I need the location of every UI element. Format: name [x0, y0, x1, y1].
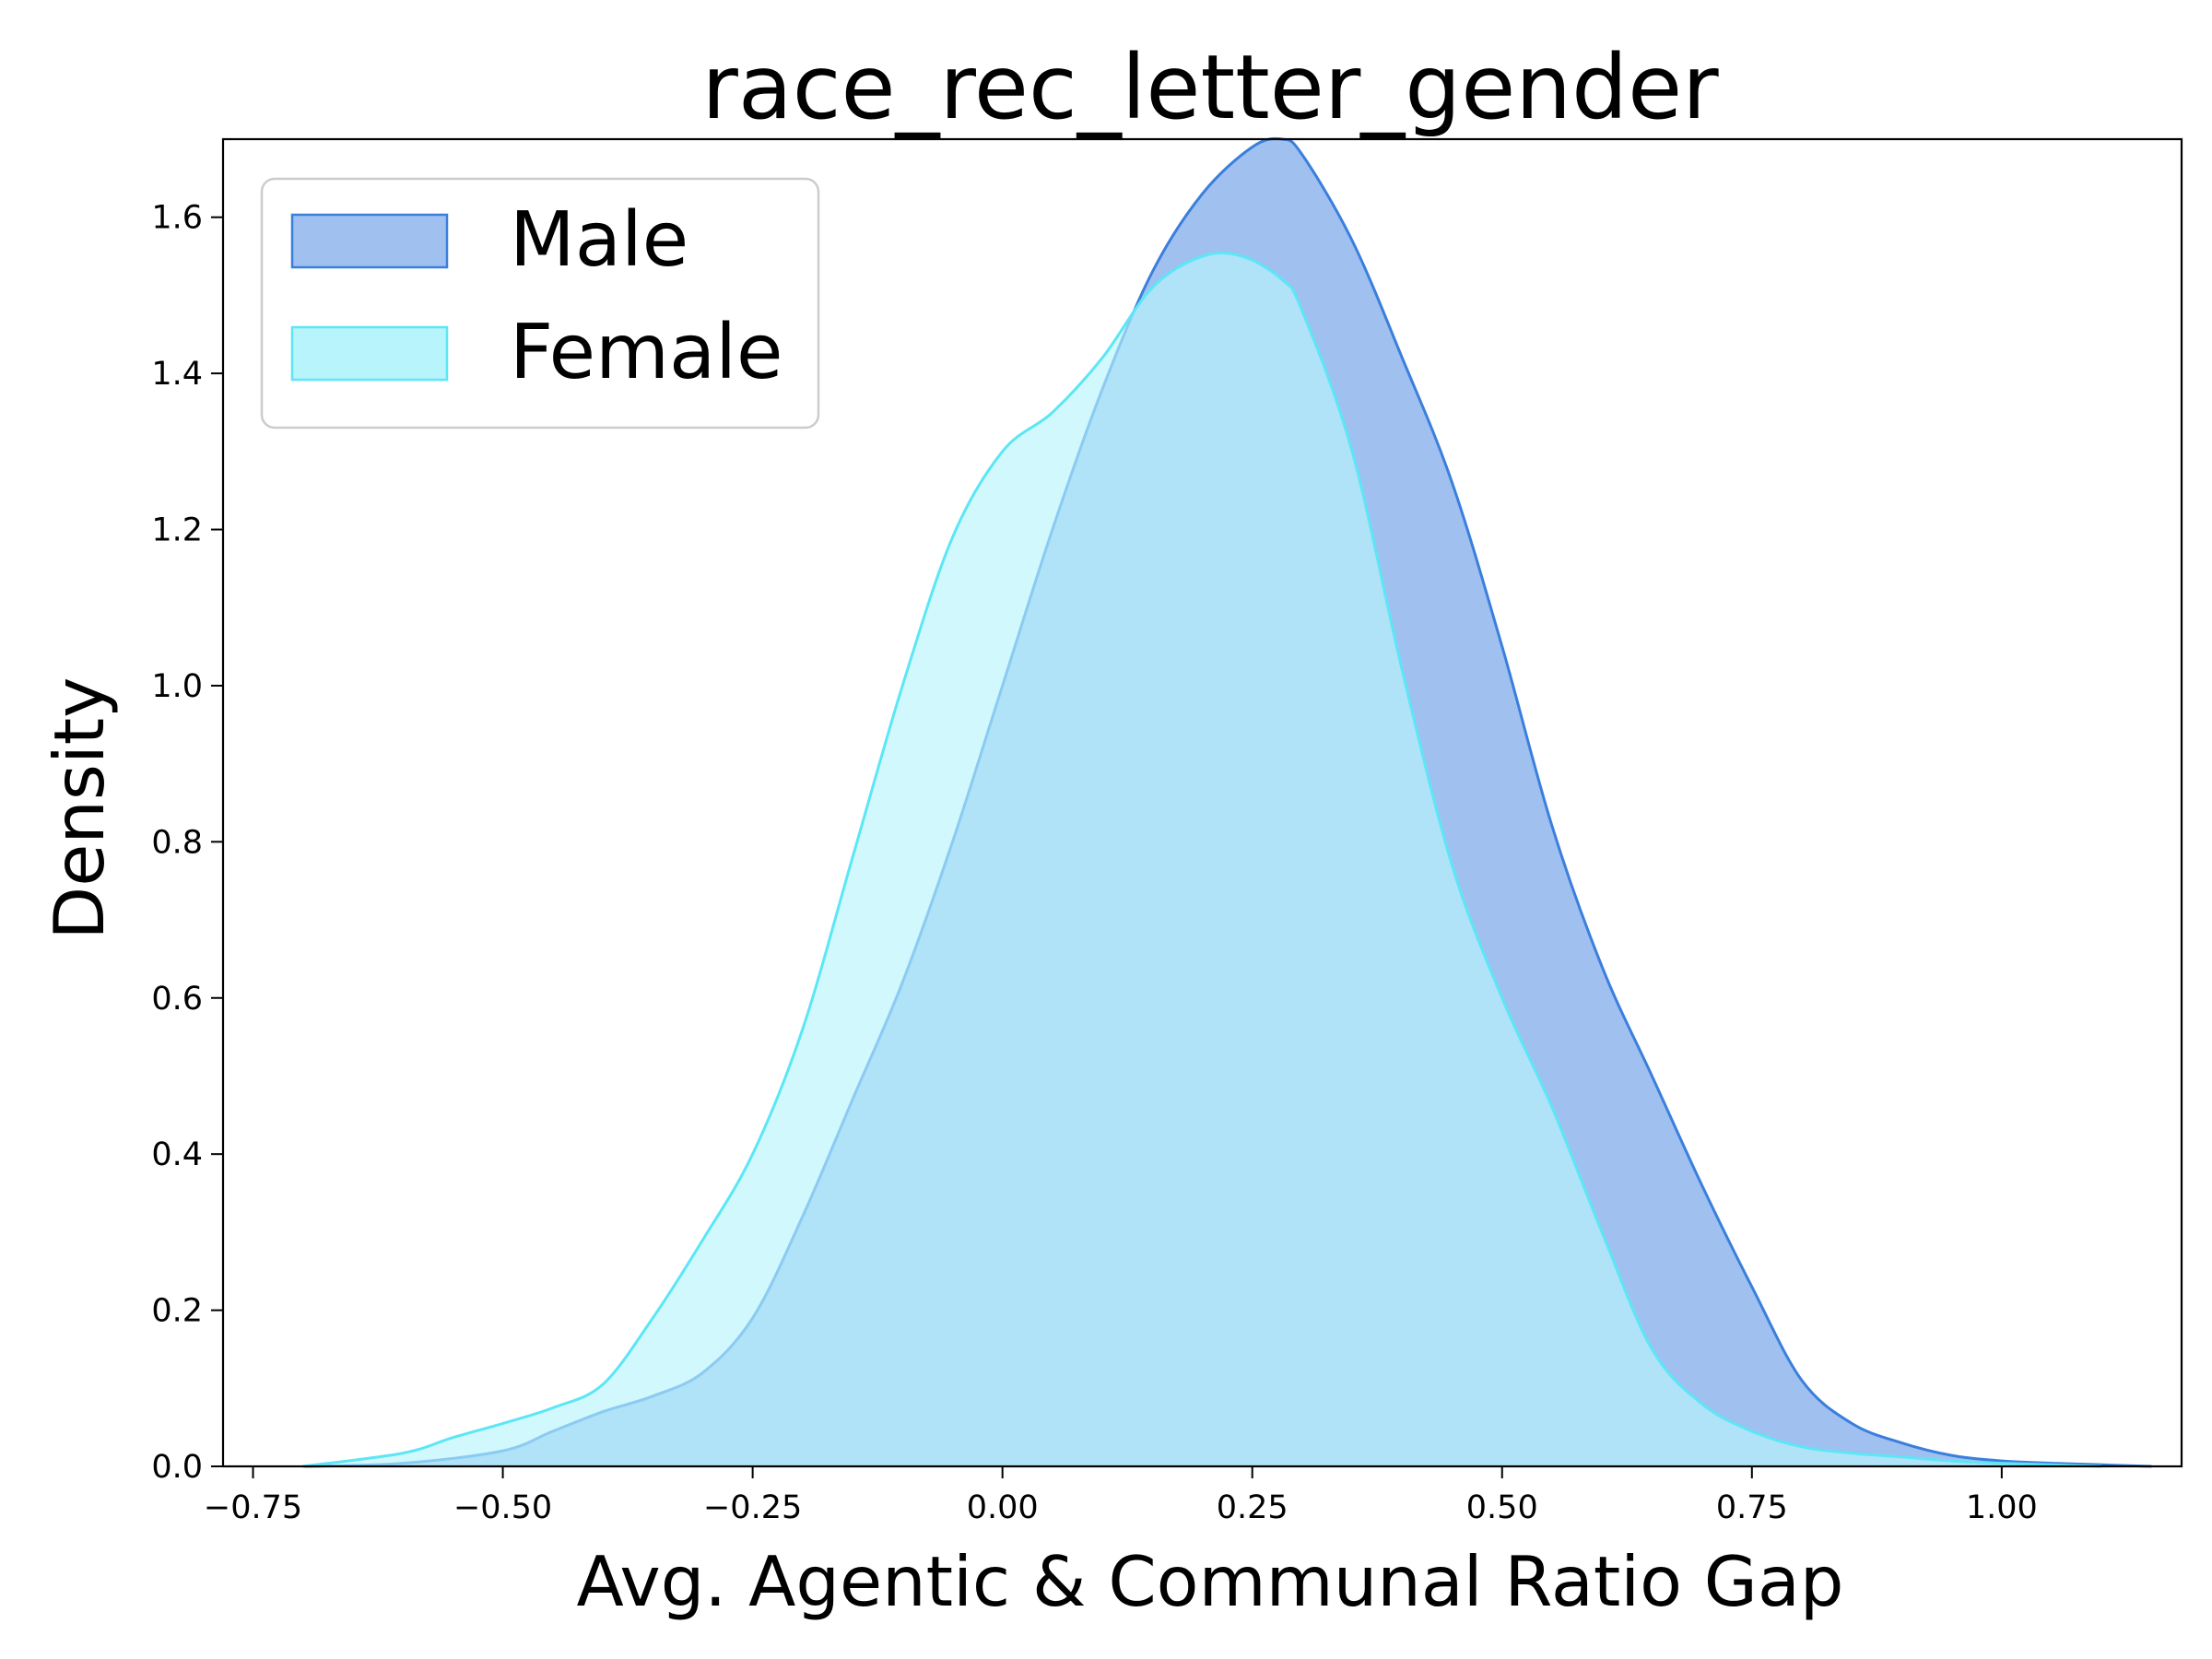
y-tick-label: 0.8: [151, 824, 203, 861]
legend-swatch-male: [290, 213, 449, 269]
y-tick-label: 0.0: [151, 1449, 203, 1486]
y-tick-label: 1.6: [151, 200, 203, 237]
y-tick-label: 0.2: [151, 1293, 203, 1330]
y-tick-label: 1.0: [151, 668, 203, 705]
x-axis-label: Avg. Agentic & Communal Ratio Gap: [577, 1541, 1844, 1622]
plot-frame: [221, 137, 2183, 1468]
y-tick-label: 0.4: [151, 1136, 203, 1173]
legend-label-female: Female: [510, 309, 783, 396]
x-tick-label: −0.75: [204, 1489, 302, 1526]
series-line-female: [302, 251, 2102, 1468]
x-tick-label: −0.50: [453, 1489, 552, 1526]
series-area-female: [302, 253, 2102, 1466]
x-tick-label: −0.25: [703, 1489, 802, 1526]
legend-swatch-female: [290, 325, 449, 382]
x-tick-label: 0.25: [1217, 1489, 1288, 1526]
y-axis-label: Density: [39, 677, 120, 939]
y-tick-label: 1.2: [151, 512, 203, 549]
x-tick-label: 0.00: [967, 1489, 1039, 1526]
legend: Male Female: [260, 177, 820, 429]
x-tick-label: 0.50: [1466, 1489, 1538, 1526]
x-tick-label: 1.00: [1966, 1489, 2038, 1526]
x-tick-label: 0.75: [1716, 1489, 1788, 1526]
y-tick-label: 1.4: [151, 356, 203, 393]
y-axis-ticks: 0.0 0.2 0.4 0.6 0.8 1.0 1.2 1.4 1.6: [151, 200, 223, 1486]
legend-label-male: Male: [510, 196, 688, 284]
y-tick-label: 0.6: [151, 981, 203, 1018]
chart-title: race_rec_letter_gender: [701, 36, 1719, 139]
x-axis-ticks: −0.75 −0.50 −0.25 0.00 0.25 0.50 0.75 1.00: [204, 1466, 2038, 1526]
